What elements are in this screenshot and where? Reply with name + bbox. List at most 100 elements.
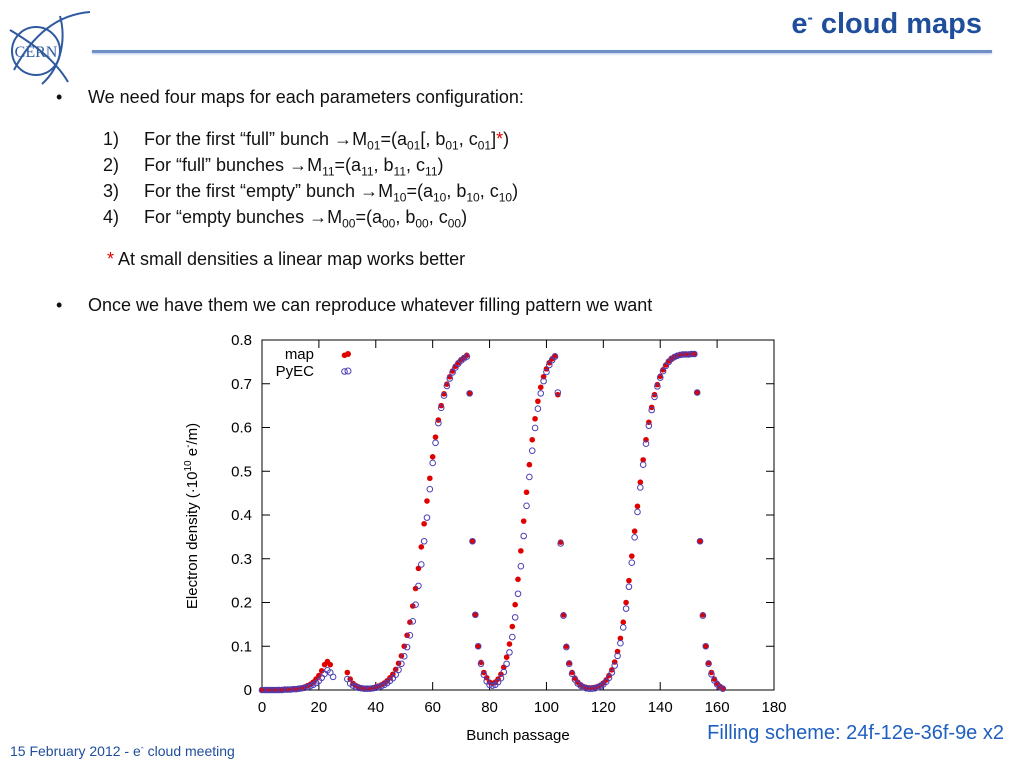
- formula-part: ]: [491, 129, 497, 149]
- formula-part: , c: [406, 155, 426, 175]
- footer-right: cloud meeting: [143, 743, 235, 759]
- title-e: e: [791, 8, 808, 40]
- formula-part: , c: [458, 129, 478, 149]
- point-map: [432, 434, 439, 440]
- formula-part: ): [461, 207, 468, 227]
- point-pyec: [537, 390, 545, 397]
- subscript: 11: [425, 164, 438, 179]
- point-pyec: [645, 422, 653, 430]
- point-pyec: [449, 369, 456, 376]
- point-map: [520, 518, 527, 524]
- point-map: [708, 669, 715, 676]
- point-pyec: [528, 447, 536, 454]
- point-map: [555, 391, 561, 398]
- point-pyec: [417, 561, 425, 568]
- point-pyec: [565, 660, 573, 668]
- bullet-four-maps: We need four maps for each parameters co…: [52, 84, 972, 110]
- point-pyec: [432, 439, 439, 447]
- point-map: [475, 643, 481, 650]
- point-pyec: [634, 508, 641, 516]
- point-pyec: [534, 405, 542, 412]
- point-map: [327, 661, 334, 668]
- point-map: [702, 643, 709, 650]
- point-pyec: [506, 649, 513, 656]
- formula-part: , b: [446, 181, 467, 201]
- logo-arc-2: [41, 15, 64, 85]
- series-pyec: [258, 350, 727, 694]
- subscript: 11: [361, 164, 374, 179]
- point-map: [412, 585, 419, 592]
- subscript: 10: [466, 190, 480, 205]
- point-map: [344, 669, 351, 676]
- point-pyec: [409, 618, 417, 625]
- x-axis: 0 20 40 60 80 100 120 140 160 180: [258, 340, 787, 716]
- point-map: [523, 489, 530, 496]
- point-map: [446, 373, 453, 380]
- point-map: [537, 384, 544, 391]
- x-tick-label: 160: [705, 699, 730, 716]
- x-tick-label: 80: [481, 699, 498, 716]
- list-text: For the first “full” bunch: [144, 129, 335, 149]
- point-map: [509, 623, 516, 630]
- point-pyec: [423, 514, 431, 521]
- point-pyec: [708, 670, 715, 678]
- x-tick-label: 60: [424, 699, 441, 716]
- y-tick-label: 0.2: [231, 595, 252, 612]
- list-number: 2): [103, 155, 120, 175]
- point-pyec: [568, 670, 576, 678]
- cern-logo: CERN: [9, 11, 91, 85]
- point-map: [518, 548, 524, 554]
- point-pyec: [435, 419, 442, 427]
- footnote-text: At small densities a linear map works be…: [114, 249, 466, 269]
- point-pyec: [466, 390, 473, 397]
- legend-label-map: map: [285, 346, 314, 363]
- point-pyec: [406, 632, 414, 639]
- y-axis-label: Electron density (·1010 e-/m): [183, 423, 201, 609]
- y-tick-label: 0.3: [231, 551, 252, 568]
- subscript: 01: [406, 138, 421, 153]
- formula-part: =(a: [380, 129, 407, 149]
- y-label-unit: e: [184, 448, 201, 461]
- y-tick-label: 0.4: [231, 507, 252, 524]
- point-pyec: [651, 393, 658, 401]
- point-pyec: [654, 383, 661, 390]
- y-label-exponent: 10: [183, 460, 194, 472]
- formula-part: ): [503, 129, 510, 149]
- point-pyec: [699, 612, 707, 619]
- point-pyec: [375, 683, 382, 691]
- point-pyec: [477, 660, 485, 668]
- point-pyec: [688, 350, 695, 358]
- list-number: 1): [103, 129, 120, 149]
- y-tick-label: 0.1: [231, 638, 252, 655]
- list-item: 3) For the first “empty” bunch →M10=(a10,…: [52, 178, 972, 204]
- point-pyec: [648, 406, 655, 414]
- map-symbol: M: [352, 129, 368, 149]
- point-pyec: [301, 684, 308, 692]
- subscript: 11: [322, 164, 335, 179]
- asterisk-marker: *: [107, 249, 115, 269]
- subscript: 00: [415, 216, 429, 231]
- subscript: 00: [342, 216, 356, 231]
- subscript: 01: [445, 138, 459, 153]
- x-tick-label: 20: [311, 699, 328, 716]
- footer-left: 15 February 2012 - e: [10, 743, 141, 759]
- title-minus: -: [807, 9, 813, 27]
- point-pyec: [500, 668, 508, 676]
- point-pyec: [637, 484, 644, 491]
- legend-label-pyec: PyEC: [276, 363, 315, 380]
- title-underline: [92, 50, 992, 53]
- arrow-icon: →: [289, 155, 308, 175]
- map-symbol: M: [327, 207, 343, 227]
- formula-part: , b: [373, 155, 394, 175]
- x-tick-label: 180: [761, 699, 786, 716]
- point-map: [466, 390, 473, 397]
- subscript: 01: [367, 138, 381, 153]
- point-pyec: [480, 671, 488, 678]
- y-tick-label: 0: [244, 682, 252, 699]
- asterisk-marker: *: [496, 129, 504, 149]
- formula-part: ): [512, 181, 519, 201]
- point-map: [506, 641, 513, 647]
- list-text: For “empty bunches: [144, 207, 310, 227]
- point-pyec: [526, 473, 533, 481]
- point-pyec: [474, 642, 482, 650]
